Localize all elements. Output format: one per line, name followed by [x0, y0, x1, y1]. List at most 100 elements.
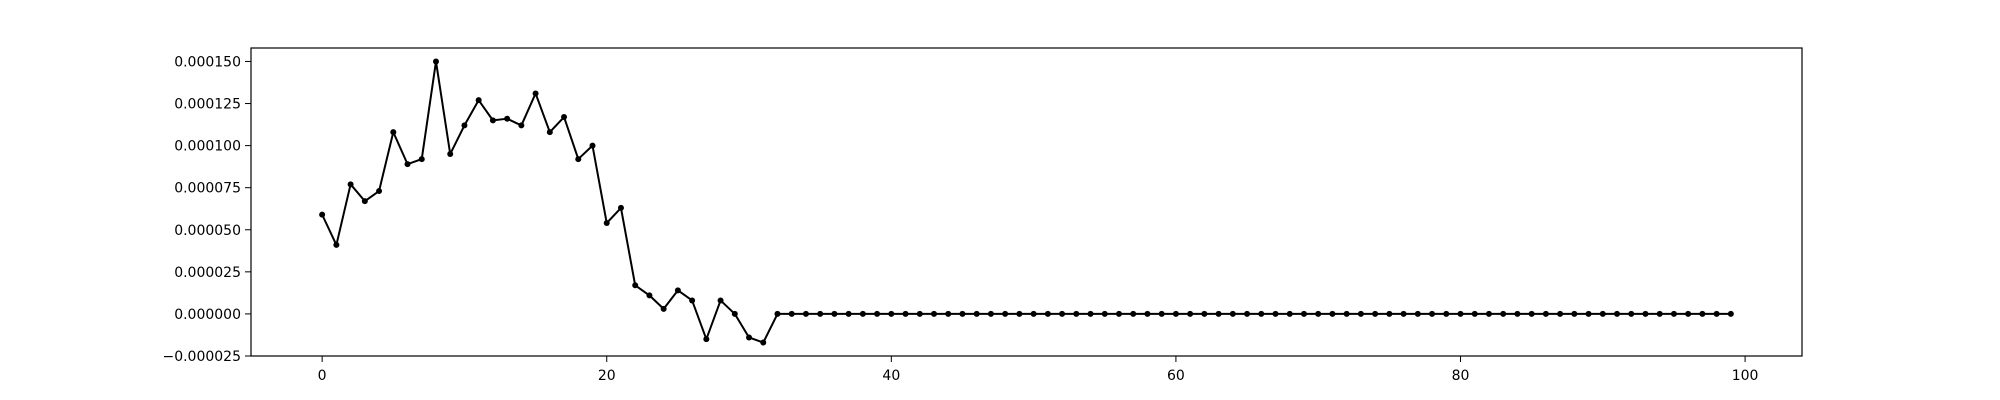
data-point [1272, 310, 1279, 317]
data-point [774, 310, 781, 317]
data-point [1130, 310, 1137, 317]
data-point [504, 115, 511, 122]
data-point [1016, 310, 1023, 317]
data-point [376, 188, 383, 195]
data-point [1414, 310, 1421, 317]
data-point [447, 151, 454, 158]
y-tick-label: −0.000025 [162, 349, 241, 365]
x-tick-label: 40 [882, 368, 900, 384]
data-point [1315, 310, 1322, 317]
data-point [361, 198, 368, 205]
data-point [788, 310, 795, 317]
data-point [347, 181, 354, 188]
data-point [831, 310, 838, 317]
data-point [1429, 310, 1436, 317]
data-point [603, 220, 610, 227]
data-point [404, 161, 411, 168]
data-point [1685, 310, 1692, 317]
data-point [1187, 310, 1194, 317]
data-point [418, 156, 425, 163]
data-point [546, 129, 553, 136]
data-point [1144, 310, 1151, 317]
data-point [1713, 310, 1720, 317]
data-point [561, 114, 568, 121]
data-point [746, 334, 753, 341]
data-point [333, 241, 340, 248]
data-point [1485, 310, 1492, 317]
data-point [1030, 310, 1037, 317]
data-point [617, 204, 624, 211]
data-point [632, 282, 639, 289]
data-point [1571, 310, 1578, 317]
data-point [660, 305, 667, 312]
data-point [1699, 310, 1706, 317]
data-point [1300, 310, 1307, 317]
data-point [1201, 310, 1208, 317]
data-point [461, 122, 468, 129]
data-point [1115, 310, 1122, 317]
y-tick-label: 0.000075 [174, 181, 241, 197]
data-point [1457, 310, 1464, 317]
data-point [518, 122, 525, 129]
data-point [1542, 310, 1549, 317]
data-point [646, 292, 653, 299]
data-point [703, 336, 710, 343]
data-point [689, 297, 696, 304]
data-point [1286, 310, 1293, 317]
data-point [1528, 310, 1535, 317]
data-point [1357, 310, 1364, 317]
data-point [1642, 310, 1649, 317]
data-point [973, 310, 980, 317]
data-point [1101, 310, 1108, 317]
data-point [902, 310, 909, 317]
data-point [1670, 310, 1677, 317]
data-point [987, 310, 994, 317]
data-point [1656, 310, 1663, 317]
data-point [1044, 310, 1051, 317]
data-point [532, 90, 539, 97]
data-point [731, 310, 738, 317]
data-point [575, 156, 582, 163]
data-point [817, 310, 824, 317]
x-tick-label: 20 [598, 368, 616, 384]
data-point [674, 287, 681, 294]
data-point [589, 142, 596, 149]
data-point [945, 310, 952, 317]
data-point [1599, 310, 1606, 317]
series-line [321, 60, 1731, 344]
data-point [475, 97, 482, 104]
y-tick-label: 0.000000 [174, 307, 241, 323]
data-point [1215, 310, 1222, 317]
data-point [959, 310, 966, 317]
data-point [1372, 310, 1379, 317]
x-tick-label: 60 [1167, 368, 1185, 384]
data-point [1514, 310, 1521, 317]
data-point [845, 310, 852, 317]
data-point [319, 211, 326, 218]
data-point [1443, 310, 1450, 317]
data-point [1628, 310, 1635, 317]
y-tick-label: 0.000125 [174, 97, 241, 113]
data-point [1585, 310, 1592, 317]
data-point [1329, 310, 1336, 317]
data-point [432, 58, 439, 65]
data-point [1059, 310, 1066, 317]
axis-ticks: 0 20 40 60 80 100 −0.000025 0.000000 0.000025 0.0… [162, 54, 1758, 384]
series-layer [319, 58, 1734, 346]
x-tick-label: 0 [318, 368, 327, 384]
data-point [1727, 310, 1734, 317]
data-point [1614, 310, 1621, 317]
x-tick-label: 80 [1452, 368, 1470, 384]
data-point [916, 310, 923, 317]
data-point [802, 310, 809, 317]
y-tick-label: 0.000150 [174, 54, 241, 70]
data-point [874, 310, 881, 317]
data-point [1229, 310, 1236, 317]
data-point [1500, 310, 1507, 317]
data-point [1244, 310, 1251, 317]
data-point [931, 310, 938, 317]
x-tick-label: 100 [1732, 368, 1759, 384]
